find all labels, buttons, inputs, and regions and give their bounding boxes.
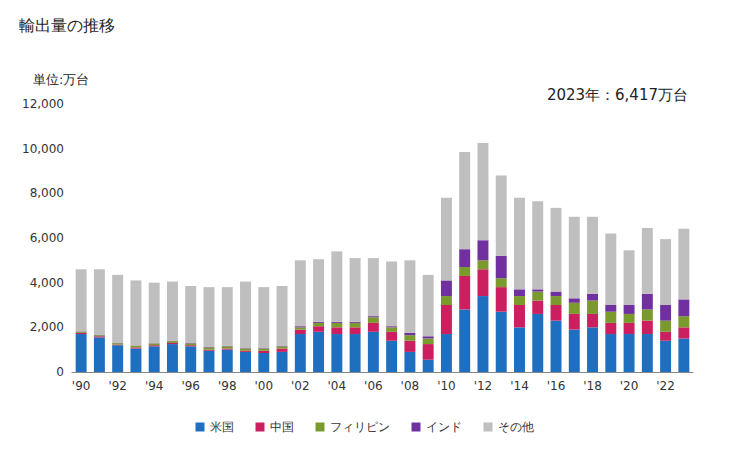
svg-text:'92: '92	[108, 379, 127, 393]
svg-text:2,000: 2,000	[30, 320, 64, 334]
svg-text:10,000: 10,000	[22, 142, 64, 156]
svg-text:'06: '06	[364, 379, 383, 393]
svg-text:'22: '22	[656, 379, 675, 393]
svg-text:'90: '90	[72, 379, 91, 393]
svg-text:輸出量の推移: 輸出量の推移	[19, 16, 115, 35]
svg-text:中国: 中国	[270, 420, 294, 434]
svg-text:'96: '96	[181, 379, 200, 393]
svg-text:'00: '00	[254, 379, 273, 393]
svg-text:'08: '08	[401, 379, 420, 393]
svg-text:単位:万台: 単位:万台	[33, 72, 89, 87]
svg-text:その他: その他	[498, 420, 534, 434]
svg-text:'04: '04	[328, 379, 347, 393]
svg-text:'16: '16	[547, 379, 566, 393]
svg-text:8,000: 8,000	[30, 186, 64, 200]
svg-text:'94: '94	[145, 379, 164, 393]
svg-text:'10: '10	[437, 379, 456, 393]
svg-text:'02: '02	[291, 379, 310, 393]
svg-text:米国: 米国	[210, 420, 234, 434]
svg-text:インド: インド	[426, 420, 462, 434]
svg-text:'98: '98	[218, 379, 237, 393]
svg-text:フィリピン: フィリピン	[330, 420, 390, 434]
svg-text:4,000: 4,000	[30, 276, 64, 290]
svg-text:'12: '12	[474, 379, 493, 393]
svg-text:12,000: 12,000	[22, 97, 64, 111]
svg-text:'20: '20	[620, 379, 639, 393]
svg-text:0: 0	[56, 365, 64, 379]
svg-text:'14: '14	[510, 379, 529, 393]
svg-text:6,000: 6,000	[30, 231, 64, 245]
svg-text:'18: '18	[583, 379, 602, 393]
svg-text:2023年：6,417万台: 2023年：6,417万台	[547, 86, 688, 104]
